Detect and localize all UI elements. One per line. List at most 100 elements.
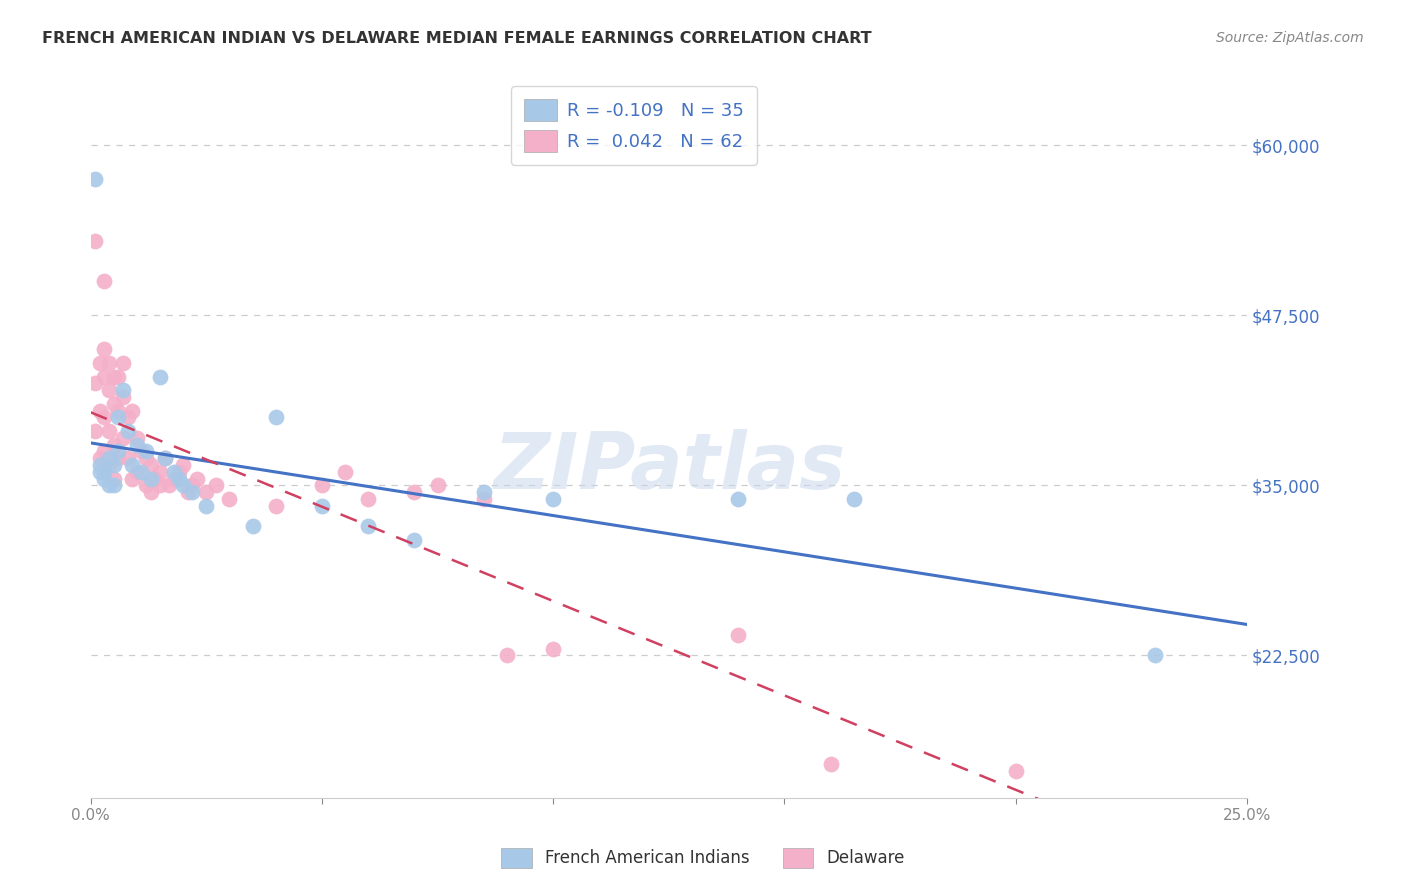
Point xyxy=(139,471,162,485)
Point xyxy=(107,369,129,384)
Point xyxy=(93,471,115,485)
Legend: French American Indians, Delaware: French American Indians, Delaware xyxy=(495,841,911,875)
Point xyxy=(727,628,749,642)
Point xyxy=(103,471,125,485)
Point xyxy=(153,451,176,466)
Point xyxy=(103,478,125,492)
Point xyxy=(125,437,148,451)
Point xyxy=(172,478,194,492)
Point xyxy=(93,444,115,458)
Point xyxy=(89,451,111,466)
Point xyxy=(541,641,564,656)
Point xyxy=(357,519,380,533)
Point xyxy=(404,485,426,500)
Point xyxy=(135,451,157,466)
Point xyxy=(131,465,153,479)
Point xyxy=(89,356,111,370)
Point xyxy=(131,444,153,458)
Point xyxy=(153,451,176,466)
Point xyxy=(149,369,172,384)
Point xyxy=(98,356,121,370)
Text: FRENCH AMERICAN INDIAN VS DELAWARE MEDIAN FEMALE EARNINGS CORRELATION CHART: FRENCH AMERICAN INDIAN VS DELAWARE MEDIA… xyxy=(42,31,872,46)
Point xyxy=(426,478,449,492)
Point xyxy=(98,424,121,438)
Point xyxy=(1004,764,1026,778)
Point xyxy=(157,478,180,492)
Point xyxy=(163,465,186,479)
Point xyxy=(125,465,148,479)
Point xyxy=(167,471,190,485)
Point xyxy=(820,757,842,772)
Point xyxy=(472,485,495,500)
Point xyxy=(89,403,111,417)
Point xyxy=(172,458,194,472)
Text: ZIPatlas: ZIPatlas xyxy=(492,428,845,505)
Point xyxy=(125,431,148,445)
Point xyxy=(107,403,129,417)
Point xyxy=(98,383,121,397)
Point xyxy=(139,485,162,500)
Point xyxy=(181,478,204,492)
Point xyxy=(89,458,111,472)
Point xyxy=(139,458,162,472)
Point xyxy=(163,471,186,485)
Point xyxy=(727,491,749,506)
Point xyxy=(93,369,115,384)
Point xyxy=(98,458,121,472)
Point xyxy=(264,499,287,513)
Point xyxy=(121,403,143,417)
Point xyxy=(357,491,380,506)
Point xyxy=(149,478,172,492)
Point xyxy=(84,234,107,248)
Point xyxy=(204,478,226,492)
Point xyxy=(135,444,157,458)
Point xyxy=(541,491,564,506)
Point xyxy=(103,458,125,472)
Point xyxy=(111,431,134,445)
Point xyxy=(107,410,129,425)
Point xyxy=(121,458,143,472)
Point xyxy=(496,648,519,663)
Point xyxy=(145,471,167,485)
Point xyxy=(111,356,134,370)
Point xyxy=(311,478,333,492)
Point xyxy=(93,274,115,288)
Point xyxy=(149,465,172,479)
Point xyxy=(195,499,218,513)
Point xyxy=(98,478,121,492)
Point xyxy=(93,343,115,357)
Point xyxy=(264,410,287,425)
Point xyxy=(111,390,134,404)
Point xyxy=(117,424,139,438)
Point xyxy=(842,491,865,506)
Point xyxy=(218,491,240,506)
Point xyxy=(103,369,125,384)
Point xyxy=(84,424,107,438)
Point xyxy=(333,465,356,479)
Point xyxy=(107,451,129,466)
Point xyxy=(404,533,426,547)
Point xyxy=(98,451,121,466)
Point xyxy=(472,491,495,506)
Point xyxy=(135,478,157,492)
Point xyxy=(84,376,107,391)
Point xyxy=(242,519,264,533)
Point xyxy=(177,485,200,500)
Legend: R = -0.109   N = 35, R =  0.042   N = 62: R = -0.109 N = 35, R = 0.042 N = 62 xyxy=(512,87,756,165)
Point xyxy=(121,471,143,485)
Point xyxy=(181,485,204,500)
Point xyxy=(117,451,139,466)
Point xyxy=(111,383,134,397)
Point xyxy=(186,471,208,485)
Point xyxy=(103,397,125,411)
Point xyxy=(84,172,107,186)
Point xyxy=(117,410,139,425)
Text: Source: ZipAtlas.com: Source: ZipAtlas.com xyxy=(1216,31,1364,45)
Point xyxy=(93,465,115,479)
Point xyxy=(107,444,129,458)
Point xyxy=(103,437,125,451)
Point xyxy=(195,485,218,500)
Point xyxy=(89,465,111,479)
Point xyxy=(311,499,333,513)
Point xyxy=(1143,648,1166,663)
